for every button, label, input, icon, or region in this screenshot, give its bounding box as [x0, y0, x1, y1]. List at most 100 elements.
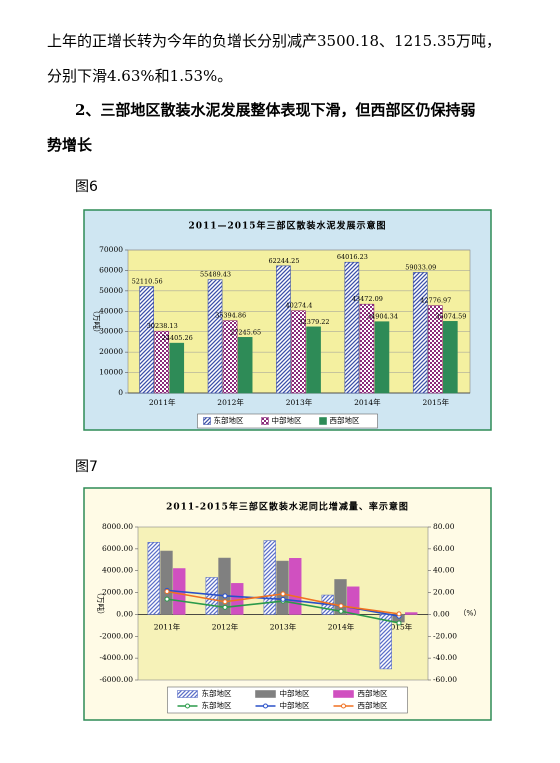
chart-title: 2011-2015年三部区散装水泥同比增减量、率示意图: [166, 501, 409, 513]
y2-axis-label: （%）: [459, 609, 481, 618]
value-label: 62244.25: [268, 257, 299, 265]
bar: [139, 286, 154, 394]
value-label: 64016.23: [337, 253, 368, 261]
bar: [306, 326, 321, 394]
y-tick-label: 60000: [99, 265, 123, 274]
x-tick-label: 2015年: [386, 621, 413, 631]
y2-tick-label: -20.00: [433, 631, 457, 640]
bar: [207, 279, 223, 394]
y-axis-label: （万吨）: [92, 307, 102, 337]
bar: [222, 320, 238, 394]
y2-tick-label: -60.00: [433, 675, 457, 684]
value-label: 43472.09: [352, 295, 383, 303]
value-label: 52110.56: [132, 278, 163, 286]
y-axis-label: （万吨）: [96, 589, 106, 619]
value-label: 35394.86: [215, 312, 246, 320]
y-tick-label: -4000.00: [99, 653, 133, 662]
legend-label: 中部地区: [280, 700, 310, 710]
line-marker: [222, 593, 228, 599]
legend-frame: [167, 686, 408, 714]
value-label: 35074.59: [435, 312, 466, 320]
y-tick-label: 0.00: [116, 609, 133, 618]
line-marker: [338, 608, 344, 614]
value-label: 24405.26: [162, 334, 193, 342]
bar: [237, 337, 253, 394]
legend-label: 东部地区: [214, 415, 244, 425]
line-marker: [222, 599, 228, 605]
x-tick-label: 2014年: [354, 397, 381, 407]
legend-swatch: [255, 690, 276, 698]
legend-swatch: [177, 690, 198, 698]
x-tick-label: 2011年: [154, 621, 181, 631]
legend-label: 中部地区: [280, 688, 310, 698]
legend-swatch: [319, 417, 327, 425]
bar: [263, 540, 276, 615]
line-marker: [222, 604, 228, 610]
y2-tick-label: 20.00: [433, 588, 455, 597]
value-label: 55489.43: [200, 271, 231, 279]
value-label: 27245.65: [230, 328, 261, 336]
bar: [147, 541, 160, 615]
bar: [347, 586, 360, 615]
legend-swatch: [261, 417, 269, 425]
line-marker: [396, 611, 402, 617]
bar: [344, 261, 360, 394]
bar: [443, 321, 458, 394]
bar: [154, 330, 170, 394]
paragraph-line: 分别下滑4.63%和1.53%。: [47, 67, 232, 85]
bar: [405, 612, 418, 615]
line-marker: [396, 620, 402, 626]
legend-swatch: [263, 703, 268, 709]
legend-label: 西部地区: [358, 700, 388, 710]
y-tick-label: 10000: [99, 368, 123, 377]
heading-line: 势增长: [47, 136, 93, 154]
y-tick-label: 30000: [99, 327, 123, 336]
y-tick-label: 0: [118, 388, 123, 397]
y-tick-label: 8000.00: [102, 522, 133, 531]
line-marker: [280, 591, 286, 597]
bar: [334, 579, 347, 615]
y2-tick-label: 80.00: [433, 522, 455, 531]
bar: [160, 550, 173, 615]
bar: [427, 305, 443, 394]
bar: [289, 558, 302, 615]
y-tick-label: 4000.00: [102, 566, 133, 575]
y2-tick-label: 40.00: [433, 566, 455, 575]
y-tick-label: 40000: [99, 306, 123, 315]
y-tick-label: -2000.00: [99, 631, 133, 640]
legend-frame: [197, 413, 378, 429]
heading-line: 2、三部地区散装水泥发展整体表现下滑，但西部区仍保持弱: [75, 101, 475, 119]
legend-swatch: [203, 417, 211, 425]
legend-swatch: [341, 703, 346, 709]
x-tick-label: 2013年: [286, 397, 313, 407]
legend-label: 西部地区: [330, 415, 360, 425]
line-marker: [280, 596, 286, 602]
x-tick-label: 2012年: [217, 397, 244, 407]
bar: [276, 560, 289, 615]
y2-tick-label: 60.00: [433, 544, 455, 553]
bar: [276, 265, 291, 394]
y-tick-label: 6000.00: [102, 544, 133, 553]
line-marker: [338, 603, 344, 609]
figure-label: 图6: [75, 179, 98, 195]
legend-label: 中部地区: [272, 415, 302, 425]
y-tick-label: -6000.00: [99, 675, 133, 684]
y-tick-label: 50000: [99, 286, 123, 295]
y2-tick-label: -40.00: [433, 653, 457, 662]
legend-swatch: [185, 703, 190, 709]
bar: [359, 303, 375, 394]
value-label: 40274.4: [286, 302, 313, 310]
chart-title: 2011—2015年三部区散装水泥发展示意图: [188, 220, 386, 232]
bar: [218, 557, 231, 615]
bar: [379, 614, 392, 670]
bar: [374, 321, 390, 394]
bar: [169, 342, 185, 394]
bar: [291, 310, 306, 394]
value-label: 30238.13: [147, 322, 178, 330]
paragraph-line: 上年的正增长转为今年的负增长分别减产3500.18、1215.35万吨，: [47, 32, 501, 50]
x-tick-label: 2012年: [212, 621, 239, 631]
line-marker: [164, 588, 170, 594]
value-label: 59033.09: [405, 263, 436, 271]
figure-label: 图7: [75, 459, 98, 475]
